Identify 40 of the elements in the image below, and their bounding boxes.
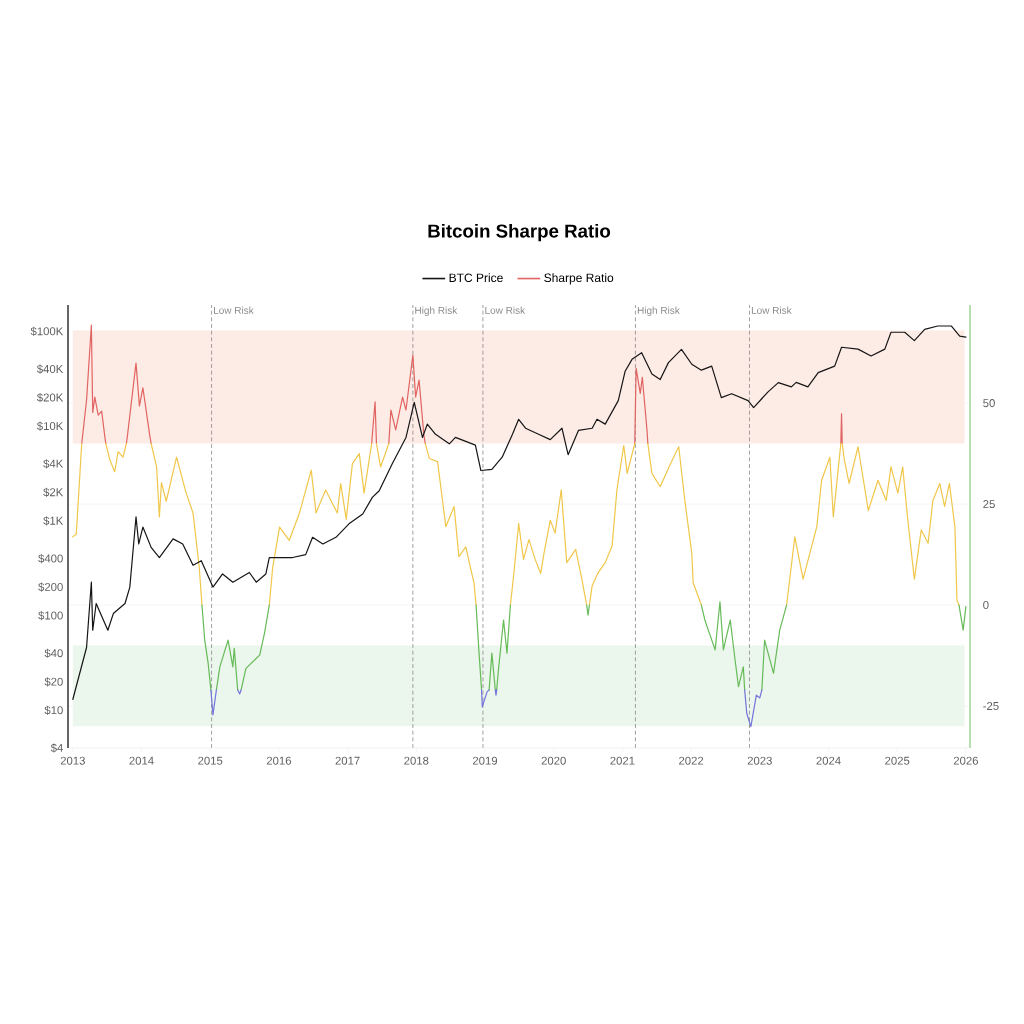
y-tick-label: $4K	[43, 459, 64, 469]
ref-line-label: Low Risk	[485, 306, 526, 314]
legend-label: BTC Price	[449, 273, 503, 283]
y2-tick-label: -25	[983, 701, 999, 710]
x-tick-label: 2021	[610, 756, 635, 765]
legend-label: Sharpe Ratio	[544, 273, 614, 285]
y-tick-label: $2K	[43, 487, 64, 497]
x-tick-label: 2023	[747, 756, 772, 765]
y-tick-label: $400	[38, 553, 63, 564]
x-tick-label: 2020	[541, 756, 566, 765]
x-tick-label: 2026	[953, 756, 978, 765]
ref-line-label: High Risk	[415, 306, 458, 316]
x-tick-label: 2016	[266, 756, 292, 765]
ref-line-label: High Risk	[637, 306, 680, 316]
x-tick-label: 2024	[816, 756, 841, 765]
x-tick-label: 2015	[198, 756, 223, 765]
y-tick-label: $20K	[36, 393, 64, 403]
y-tick-label: $100	[38, 610, 63, 621]
y-tick-label: $1K	[43, 516, 64, 526]
y-tick-label: $10K	[36, 421, 64, 431]
x-tick-label: 2022	[679, 756, 704, 765]
chart-title: Bitcoin Sharpe Ratio	[428, 223, 611, 242]
y-tick-label: $20	[44, 677, 63, 687]
y-tick-label: $40K	[36, 364, 64, 374]
y-tick-label: $40	[44, 648, 63, 658]
ref-line-label: Low Risk	[214, 306, 254, 314]
y2-tick-label: 50	[983, 399, 995, 408]
y-tick-label: $4	[50, 743, 63, 753]
x-tick-label: 2018	[404, 756, 429, 765]
x-tick-label: 2025	[885, 756, 910, 765]
x-tick-label: 2017	[335, 756, 360, 765]
y-tick-label: $10	[44, 705, 63, 715]
y-tick-label: $200	[38, 582, 63, 592]
x-tick-label: 2014	[129, 756, 154, 765]
y2-tick-label: 25	[983, 500, 995, 509]
x-tick-label: 2013	[60, 756, 85, 765]
y-tick-label: $100K	[30, 326, 64, 336]
ref-line-label: Low Risk	[751, 306, 792, 314]
x-tick-label: 2019	[472, 756, 498, 765]
y2-tick-label: 0	[983, 601, 989, 610]
